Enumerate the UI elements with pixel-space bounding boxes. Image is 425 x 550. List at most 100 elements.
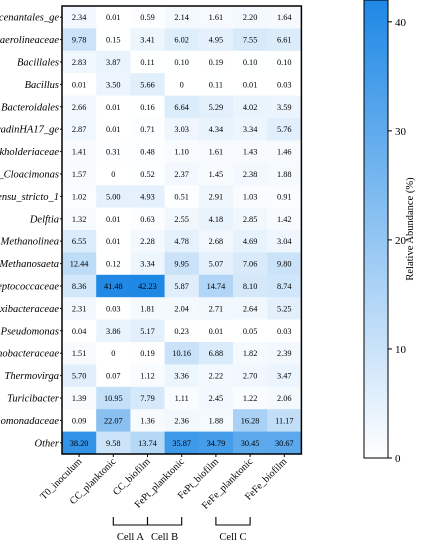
row-label: Anaerolineaceae <box>0 35 59 46</box>
cell-value: 42.23 <box>138 282 157 291</box>
heatmap-cell <box>96 252 131 276</box>
cell-value: 1.81 <box>140 304 155 313</box>
cell-value: 22.07 <box>104 416 123 425</box>
cell-value: 2.34 <box>72 13 87 22</box>
heatmap-cell <box>96 207 131 231</box>
cell-value: 6.88 <box>209 349 224 358</box>
colorbar-tick-label: 20 <box>395 235 407 247</box>
row-label: Peptostreptococcaceae <box>0 282 59 293</box>
heatmap-cell <box>198 50 234 74</box>
heatmap-cell <box>267 140 302 164</box>
heatmap-cell <box>198 431 234 455</box>
heatmap-cell <box>267 118 302 141</box>
cell-value: 0.01 <box>209 327 224 336</box>
cell-value: 3.50 <box>106 80 121 89</box>
cell-value: 1.03 <box>243 192 258 201</box>
heatmap-cell <box>267 386 302 410</box>
group-label: Cell A <box>117 532 145 543</box>
cell-value: 1.82 <box>243 349 258 358</box>
cell-value: 1.02 <box>72 192 87 201</box>
heatmap-cell <box>130 342 165 365</box>
heatmap-cell <box>267 297 302 320</box>
cell-value: 0.71 <box>140 125 155 134</box>
heatmap-cell <box>62 230 97 253</box>
heatmap-cell <box>62 6 97 29</box>
cell-value: 5.07 <box>209 260 224 269</box>
cell-value: 0.04 <box>72 327 87 336</box>
heatmap-cell <box>198 252 234 276</box>
cell-value: 1.88 <box>209 416 224 425</box>
cell-value: 0.19 <box>209 58 224 67</box>
heatmap-cell <box>62 95 97 119</box>
cell-value: 2.37 <box>174 170 189 179</box>
heatmap-cell <box>96 342 131 365</box>
heatmap-cell <box>62 364 97 388</box>
heatmap-cell <box>164 297 200 320</box>
heatmap-cell <box>96 6 131 29</box>
cell-value: 5.25 <box>277 304 292 313</box>
heatmap-cell <box>130 230 165 253</box>
row-label: Bacteroidetes_vadinHA17_ge <box>0 125 59 136</box>
heatmap-cell <box>164 207 200 231</box>
heatmap-cell <box>62 386 97 410</box>
heatmap-cell <box>96 185 131 208</box>
heatmap-cell <box>267 274 302 298</box>
heatmap-cell <box>130 6 165 29</box>
cell-value: 3.03 <box>174 125 189 134</box>
cell-value: 2.14 <box>174 13 189 22</box>
cell-value: 7.79 <box>140 394 155 403</box>
heatmap-cell <box>96 95 131 119</box>
cell-value: 2.06 <box>277 394 292 403</box>
cell-value: 2.68 <box>209 237 224 246</box>
cell-value: 4.78 <box>174 237 189 246</box>
cell-value: 2.83 <box>72 58 87 67</box>
cell-value: 0.59 <box>140 13 155 22</box>
cell-value: 0.01 <box>106 215 121 224</box>
cell-value: 1.36 <box>140 416 155 425</box>
heatmap-cell <box>164 364 200 388</box>
cell-value: 2.91 <box>209 192 224 201</box>
cell-value: 1.11 <box>175 394 189 403</box>
heatmap-cell <box>233 162 268 186</box>
heatmap-cell <box>267 342 302 365</box>
cell-value: 1.22 <box>243 394 258 403</box>
heatmap-cell <box>267 162 302 186</box>
cell-value: 0.01 <box>72 80 87 89</box>
heatmap-cell <box>267 207 302 231</box>
row-label: Bacillus <box>25 80 59 91</box>
heatmap-cell <box>267 319 302 343</box>
cell-value: 1.61 <box>209 13 224 22</box>
heatmap-cell <box>198 6 234 29</box>
heatmap-cell <box>62 274 97 298</box>
heatmap-cell <box>164 431 200 455</box>
cell-value: 5.87 <box>174 282 189 291</box>
heatmap-cell <box>267 431 302 455</box>
cell-value: 4.95 <box>209 36 224 45</box>
cell-value: 1.51 <box>72 349 87 358</box>
heatmap-cell <box>62 409 97 432</box>
heatmap-cell <box>130 73 165 96</box>
cell-value: 3.86 <box>106 327 121 336</box>
cell-value: 0.01 <box>106 103 121 112</box>
heatmap-cell <box>130 95 165 119</box>
heatmap-cells: 2.34 0.01 0.59 2.14 1.61 2.20 1.64 9.78 0.15 3.41… <box>62 6 302 455</box>
cell-value: 3.34 <box>243 125 258 134</box>
heatmap-cell <box>233 274 268 298</box>
row-label: Rhodanobacteraceae <box>0 349 59 360</box>
heatmap-cell <box>233 230 268 253</box>
cell-value: 16.28 <box>241 416 260 425</box>
colorbar-title: Relative Abundance (%) <box>405 177 416 281</box>
cell-value: 9.80 <box>277 260 292 269</box>
cell-value: 0.11 <box>140 58 154 67</box>
heatmap-cell <box>96 28 131 52</box>
heatmap-cell <box>164 185 200 208</box>
cell-value: 5.00 <box>106 192 121 201</box>
heatmap-cell <box>198 342 234 365</box>
cell-value: 41.48 <box>104 282 123 291</box>
heatmap-cell <box>164 386 200 410</box>
cell-value: 0.01 <box>106 13 121 22</box>
cell-value: 10.16 <box>172 349 191 358</box>
heatmap-cell <box>130 118 165 141</box>
